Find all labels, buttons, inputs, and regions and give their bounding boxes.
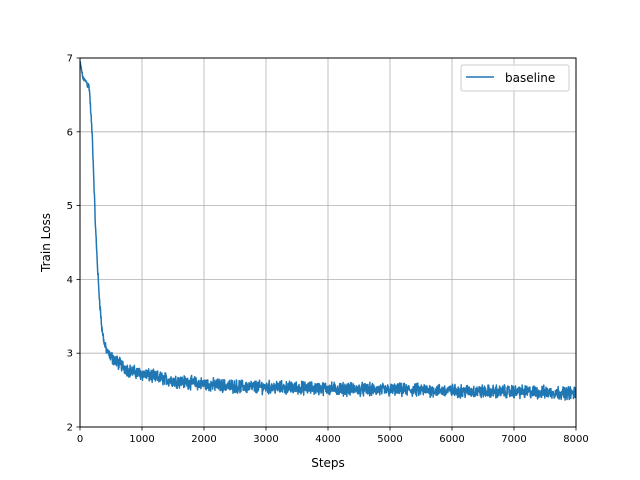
y-tick-label: 2 xyxy=(67,423,73,434)
series-line-baseline xyxy=(80,61,576,401)
y-axis-label: Train Loss xyxy=(39,213,53,273)
series-layer xyxy=(80,61,576,401)
y-tick-label: 4 xyxy=(67,275,73,286)
ticks: 0 1000 2000 3000 4000 5000 6000 7000 8000 2 3 4 5 6 7 xyxy=(67,54,589,446)
legend: baseline xyxy=(460,64,570,92)
x-tick-label: 5000 xyxy=(377,434,402,445)
legend-label-baseline: baseline xyxy=(505,71,555,85)
x-tick-label: 7000 xyxy=(501,434,526,445)
x-tick-label: 0 xyxy=(77,434,83,445)
x-tick-label: 2000 xyxy=(191,434,216,445)
x-tick-label: 1000 xyxy=(129,434,154,445)
x-axis-label: Steps xyxy=(311,456,345,470)
x-tick-label: 8000 xyxy=(563,434,588,445)
x-tick-label: 3000 xyxy=(253,434,278,445)
y-tick-label: 5 xyxy=(67,201,73,212)
legend-box xyxy=(460,64,570,92)
x-tick-label: 6000 xyxy=(439,434,464,445)
x-tick-label: 4000 xyxy=(315,434,340,445)
y-tick-label: 7 xyxy=(67,54,73,65)
y-tick-label: 6 xyxy=(67,127,73,138)
y-tick-label: 3 xyxy=(67,349,73,360)
